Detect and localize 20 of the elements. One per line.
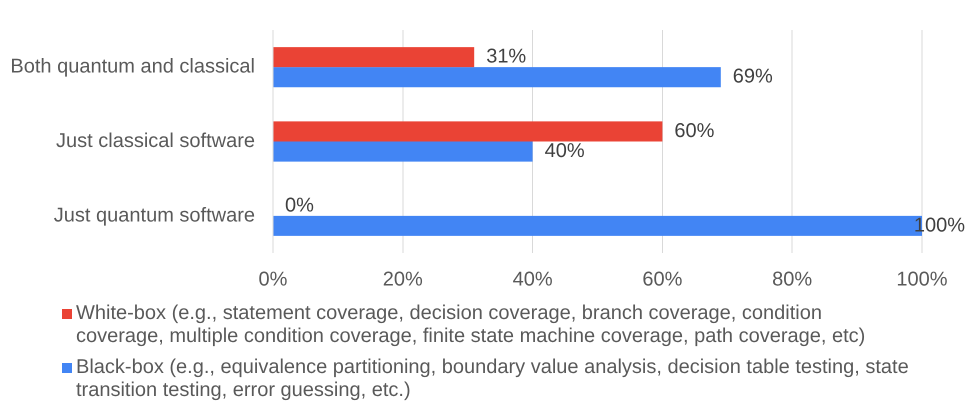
x-tick-label: 60%: [642, 268, 683, 291]
x-tick-label: 40%: [512, 268, 553, 291]
bar: [274, 142, 533, 162]
data-label: 69%: [732, 66, 774, 88]
data-label: 0%: [285, 194, 314, 216]
y-tick-label: Just quantum software: [54, 204, 255, 226]
data-label: 60%: [674, 120, 715, 142]
x-tick-label: 20%: [382, 268, 424, 291]
bar: [274, 47, 474, 68]
x-tick-label: 0%: [258, 268, 288, 291]
bar: [274, 121, 662, 142]
x-tick-label: 80%: [772, 268, 812, 291]
bar: [274, 67, 721, 88]
legend-label: White-box (e.g., statement coverage, decision coverage, branch coverage, condition coverage, multiple condition coverage, finite state machine coverage, path coverage, etc): [76, 302, 866, 348]
y-tick-label: Just classical software: [56, 130, 255, 152]
data-label: 31%: [486, 46, 526, 68]
x-tick-label: 100%: [896, 268, 948, 291]
data-label: 40%: [544, 140, 585, 162]
legend-label: Black-box (e.g., equivalence partitioning, boundary value analysis, decision table testing, state transition testing, error guessing, etc.): [76, 356, 910, 402]
y-tick-label: Both quantum and classical: [10, 56, 255, 78]
